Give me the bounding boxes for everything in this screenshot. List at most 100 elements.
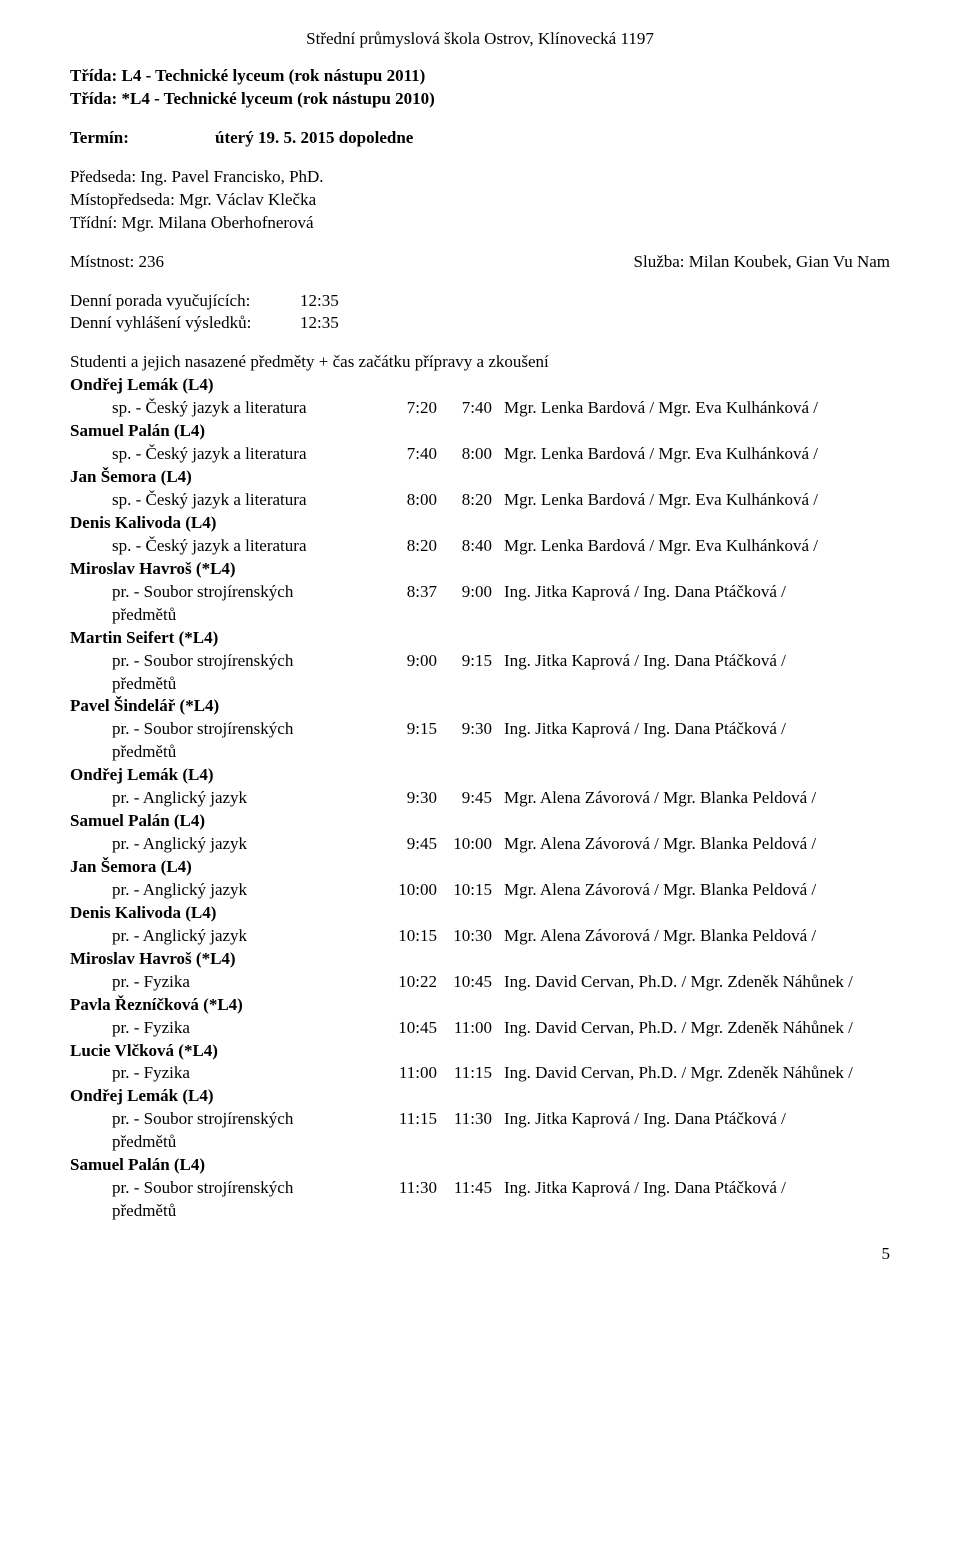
schedule-entry: Miroslav Havroš (*L4)pr. - Fyzika10:2210… [70, 948, 890, 994]
examiners: Mgr. Alena Závorová / Mgr. Blanka Peldov… [500, 833, 890, 856]
subject: pr. - Soubor strojírenských [112, 718, 377, 741]
room-row: Místnost: 236 Služba: Milan Koubek, Gian… [70, 251, 890, 274]
page-number: 5 [70, 1243, 890, 1266]
schedule-line-cont: předmětů [70, 1200, 890, 1223]
vice-label: Místopředseda: [70, 190, 179, 209]
student-name: Samuel Palán (L4) [70, 1154, 890, 1177]
schedule-entry: Jan Šemora (L4)sp. - Český jazyk a liter… [70, 466, 890, 512]
timing-block: Denní porada vyučujících: 12:35 Denní vy… [70, 290, 890, 336]
schedule-entry: Martin Seifert (*L4)pr. - Soubor strojír… [70, 627, 890, 696]
entries-container: Ondřej Lemák (L4) sp. - Český jazyk a lit… [70, 374, 890, 1223]
student-name: Lucie Vlčková (*L4) [70, 1040, 890, 1063]
subject-cont: předmětů [112, 1131, 377, 1154]
schedule-entry: Miroslav Havroš (*L4)pr. - Soubor strojí… [70, 558, 890, 627]
class2-value: *L4 - Technické lyceum (rok nástupu 2010… [121, 89, 434, 108]
term-value: úterý 19. 5. 2015 dopoledne [215, 127, 413, 150]
examiners: Mgr. Lenka Bardová / Mgr. Eva Kulhánková… [500, 397, 890, 420]
subject: pr. - Soubor strojírenských [112, 1108, 377, 1131]
time-end: 10:30 [437, 925, 500, 948]
room-value: 236 [139, 252, 165, 271]
time-end: 10:45 [437, 971, 500, 994]
time-start: 7:40 [377, 443, 437, 466]
schedule-line: sp. - Český jazyk a literatura8:208:40Mg… [70, 535, 890, 558]
student-name: Samuel Palán (L4) [70, 810, 890, 833]
classteacher-value: Mgr. Milana Oberhofnerová [121, 213, 313, 232]
schedule-entry: Lucie Vlčková (*L4)pr. - Fyzika11:0011:1… [70, 1040, 890, 1086]
time-start: 11:15 [377, 1108, 437, 1131]
schedule-entry: Jan Šemora (L4)pr. - Anglický jazyk10:00… [70, 856, 890, 902]
subject-cont: předmětů [112, 604, 377, 627]
examiners: Ing. Jitka Kaprová / Ing. Dana Ptáčková … [500, 1108, 890, 1131]
examiners: Ing. David Cervan, Ph.D. / Mgr. Zdeněk N… [500, 1062, 890, 1085]
time-start: 8:00 [377, 489, 437, 512]
schedule-line: pr. - Anglický jazyk10:0010:15Mgr. Alena… [70, 879, 890, 902]
student-name: Pavel Šindelář (*L4) [70, 695, 890, 718]
schedule-line: pr. - Fyzika10:2210:45Ing. David Cervan,… [70, 971, 890, 994]
term-label: Termín: [70, 127, 215, 150]
time-start: 10:00 [377, 879, 437, 902]
schedule-entry: Pavla Řezníčková (*L4)pr. - Fyzika10:451… [70, 994, 890, 1040]
schedule-entry: Pavel Šindelář (*L4)pr. - Soubor strojír… [70, 695, 890, 764]
subject: pr. - Soubor strojírenských [112, 581, 377, 604]
vice-value: Mgr. Václav Klečka [179, 190, 316, 209]
student-name: Samuel Palán (L4) [70, 420, 890, 443]
schedule-line: pr. - Anglický jazyk9:4510:00Mgr. Alena … [70, 833, 890, 856]
time-start: 10:45 [377, 1017, 437, 1040]
schedule-line: pr. - Soubor strojírenských11:1511:30Ing… [70, 1108, 890, 1131]
chair-value: Ing. Pavel Francisko, PhD. [140, 167, 323, 186]
examiners: Ing. Jitka Kaprová / Ing. Dana Ptáčková … [500, 1177, 890, 1200]
student-name: Pavla Řezníčková (*L4) [70, 994, 890, 1017]
examiners: Mgr. Lenka Bardová / Mgr. Eva Kulhánková… [500, 443, 890, 466]
subject: sp. - Český jazyk a literatura [112, 535, 377, 558]
student-name: Ondřej Lemák (L4) [70, 1085, 890, 1108]
schedule-line-cont: předmětů [70, 604, 890, 627]
time-end: 9:15 [437, 650, 500, 673]
time-end: 8:40 [437, 535, 500, 558]
schedule-line: sp. - Český jazyk a literatura8:008:20Mg… [70, 489, 890, 512]
time-start: 10:15 [377, 925, 437, 948]
examiners: Ing. David Cervan, Ph.D. / Mgr. Zdeněk N… [500, 971, 890, 994]
student-name: Denis Kalivoda (L4) [70, 902, 890, 925]
term-row: Termín: úterý 19. 5. 2015 dopoledne [70, 127, 890, 150]
subject-cont: předmětů [112, 741, 377, 764]
schedule-entry: Ondřej Lemák (L4)pr. - Anglický jazyk9:3… [70, 764, 890, 810]
time-start: 11:00 [377, 1062, 437, 1085]
examiners: Ing. David Cervan, Ph.D. / Mgr. Zdeněk N… [500, 1017, 890, 1040]
schedule-line: pr. - Anglický jazyk9:309:45Mgr. Alena Z… [70, 787, 890, 810]
subject-cont: předmětů [112, 1200, 377, 1223]
time-start: 11:30 [377, 1177, 437, 1200]
subject: pr. - Fyzika [112, 971, 377, 994]
examiners: Mgr. Alena Závorová / Mgr. Blanka Peldov… [500, 925, 890, 948]
subject: sp. - Český jazyk a literatura [112, 443, 377, 466]
subject: pr. - Fyzika [112, 1062, 377, 1085]
list-heading: Studenti a jejich nasazené předměty + ča… [70, 351, 890, 374]
time-start: 9:45 [377, 833, 437, 856]
time-end: 9:30 [437, 718, 500, 741]
schedule-line-cont: předmětů [70, 741, 890, 764]
schedule-line: pr. - Soubor strojírenských11:3011:45Ing… [70, 1177, 890, 1200]
meeting-label: Denní porada vyučujících: [70, 290, 300, 313]
school-header: Střední průmyslová škola Ostrov, Klínove… [70, 28, 890, 51]
schedule-entry: Denis Kalivoda (L4)pr. - Anglický jazyk1… [70, 902, 890, 948]
time-start: 10:22 [377, 971, 437, 994]
schedule-line-cont: předmětů [70, 673, 890, 696]
student-name: Ondřej Lemák (L4) [70, 764, 890, 787]
subject: pr. - Soubor strojírenských [112, 1177, 377, 1200]
time-end: 10:00 [437, 833, 500, 856]
subject: sp. - Český jazyk a literatura [112, 489, 377, 512]
subject-cont: předmětů [112, 673, 377, 696]
time-end: 11:30 [437, 1108, 500, 1131]
examiners: Mgr. Lenka Bardová / Mgr. Eva Kulhánková… [500, 489, 890, 512]
student-name: Jan Šemora (L4) [70, 466, 890, 489]
time-start: 9:15 [377, 718, 437, 741]
student-name: Ondřej Lemák (L4) [70, 374, 890, 397]
chair-label: Předseda: [70, 167, 140, 186]
schedule-line: pr. - Fyzika10:4511:00Ing. David Cervan,… [70, 1017, 890, 1040]
student-name: Miroslav Havroš (*L4) [70, 948, 890, 971]
time-start: 9:30 [377, 787, 437, 810]
schedule-entry: Samuel Palán (L4)pr. - Anglický jazyk9:4… [70, 810, 890, 856]
time-end: 11:15 [437, 1062, 500, 1085]
time-end: 11:45 [437, 1177, 500, 1200]
examiners: Ing. Jitka Kaprová / Ing. Dana Ptáčková … [500, 581, 890, 604]
class1-label: Třída: [70, 66, 117, 85]
